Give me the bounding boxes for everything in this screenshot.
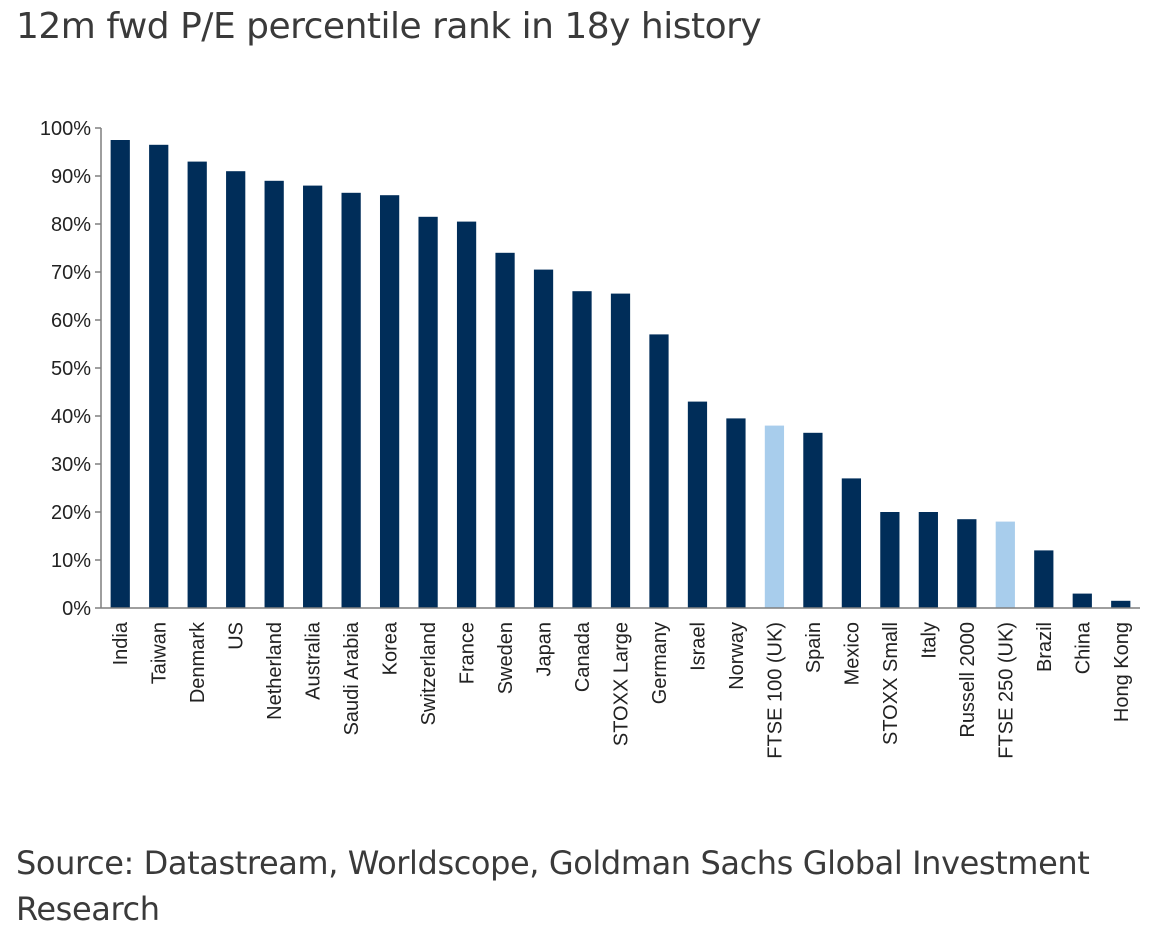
bar-france (456, 221, 477, 608)
x-tick-label: Sweden (495, 622, 517, 694)
bar-norway (726, 418, 746, 608)
x-tick-label: US (226, 622, 248, 650)
x-tick-label: Netherland (264, 622, 286, 720)
y-tick-label: 30% (51, 454, 91, 476)
chart-source: Source: Datastream, Worldscope, Goldman … (16, 844, 1090, 928)
bar-taiwan (149, 144, 169, 609)
x-tick-label: Denmark (187, 621, 209, 703)
y-tick-label: 80% (51, 214, 91, 236)
x-tick-label: India (110, 621, 132, 665)
y-tick-label: 10% (51, 550, 91, 572)
x-tick-label: Israel (687, 622, 709, 671)
bar-sweden (495, 252, 515, 609)
bar-canada (572, 291, 592, 608)
x-tick-label: Norway (726, 622, 748, 690)
y-axis: 0% 10% 20% 30% 40% 50% 60% 70% 80% 90% 100% (40, 118, 102, 620)
x-tick-label: Germany (649, 622, 671, 704)
bar-brazil (1034, 550, 1054, 608)
x-tick-label: Mexico (841, 622, 863, 685)
x-axis: India Taiwan Denmark US Netherland Australia S… (101, 607, 1140, 759)
x-tick-label: Spain (803, 622, 825, 673)
x-tick-label: Brazil (1034, 622, 1056, 672)
bars (110, 140, 1131, 609)
x-tick-label: STOXX Large (611, 622, 633, 746)
bar-japan (533, 269, 554, 608)
bar-spain (803, 432, 823, 608)
bar-saudi-arabia (341, 192, 361, 609)
x-tick-label: China (1072, 621, 1094, 674)
chart-title: 12m fwd P/E percentile rank in 18y histo… (16, 6, 762, 47)
bar-korea (379, 195, 400, 608)
bar-netherland (264, 180, 284, 609)
bar-switzerland (418, 216, 438, 609)
x-tick-label: FTSE 100 (UK) (764, 622, 786, 759)
bar-ftse-250-uk (995, 521, 1015, 608)
x-tick-label: FTSE 250 (UK) (995, 622, 1017, 759)
x-tick-label: Hong Kong (1111, 622, 1133, 722)
bar-us (226, 171, 246, 608)
y-tick-label: 20% (51, 502, 91, 524)
x-tick-label: Australia (303, 621, 325, 700)
bar-stoxx-large (610, 293, 631, 608)
bar-mexico (841, 478, 862, 608)
bar-stoxx-small (880, 512, 900, 608)
y-tick-label: 90% (51, 166, 91, 188)
y-tick-label: 50% (51, 358, 91, 380)
bar-germany (649, 334, 669, 608)
y-tick-label: 70% (51, 262, 91, 284)
bar-australia (303, 185, 323, 608)
y-tick-label: 40% (51, 406, 91, 428)
bar-india (110, 140, 130, 608)
x-tick-label: Russell 2000 (957, 622, 979, 738)
bar-denmark (187, 161, 207, 608)
bar-hong-kong (1111, 600, 1131, 608)
bar-israel (687, 401, 708, 608)
x-tick-label: France (457, 622, 479, 684)
bar-russell-2000 (957, 519, 977, 608)
bar-ftse-100-uk (764, 425, 785, 608)
x-tick-label: Canada (572, 621, 594, 692)
x-tick-label: STOXX Small (880, 622, 902, 745)
x-tick-label: Italy (918, 622, 940, 659)
x-tick-label: Taiwan (149, 622, 171, 684)
y-tick-label: 100% (40, 118, 91, 140)
x-tick-label: Korea (380, 621, 402, 675)
x-tick-label: Saudi Arabia (341, 621, 363, 735)
y-tick-label: 60% (51, 310, 91, 332)
x-tick-label: Japan (534, 622, 556, 677)
bar-italy (918, 512, 938, 608)
bar-china (1072, 593, 1092, 608)
x-tick-label: Switzerland (418, 622, 440, 725)
y-tick-label: 0% (62, 598, 91, 620)
